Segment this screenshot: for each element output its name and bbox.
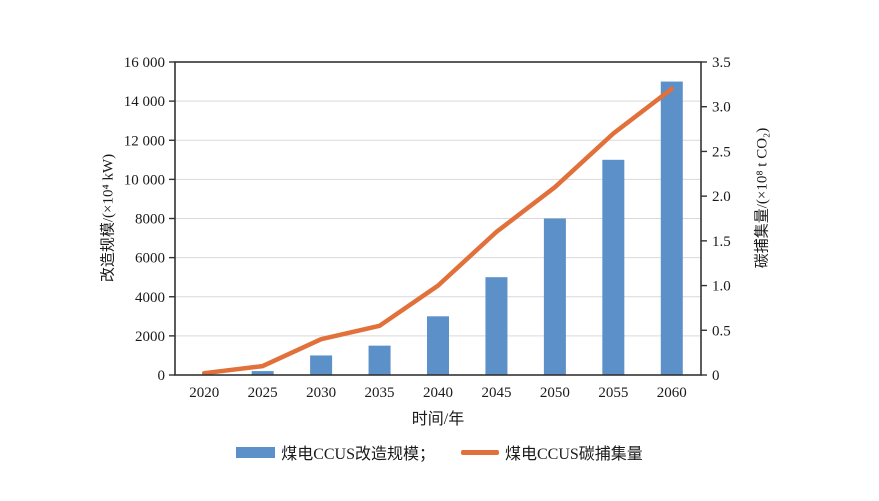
right-tick-label: 1.5: [712, 234, 731, 250]
legend-item-line: 煤电CCUS碳捕集量: [461, 440, 643, 464]
left-tick-label: 8000: [135, 212, 165, 228]
left-tick-label: 12 000: [124, 133, 165, 149]
bar-2025: [251, 371, 274, 375]
x-tick-label: 2060: [657, 385, 687, 401]
bar-series-swatch: [236, 446, 276, 458]
right-tick-label: 3.5: [712, 55, 731, 71]
right-tick-label: 0.5: [712, 323, 731, 339]
bar-2035: [368, 345, 391, 375]
legend: 煤电CCUS改造规模； 煤电CCUS碳捕集量: [0, 440, 879, 464]
line-series: [201, 86, 675, 376]
left-tick-label: 0: [158, 368, 166, 384]
x-tick-label: 2025: [248, 385, 278, 401]
right-tick-label: 1.0: [712, 279, 731, 295]
x-axis-title: 时间/年: [411, 411, 465, 428]
x-tick-label: 2045: [481, 385, 511, 401]
bar-2045: [485, 277, 508, 375]
line-series-swatch: [461, 449, 499, 455]
x-tick-label: 2030: [306, 385, 336, 401]
legend-label-line: 煤电CCUS碳捕集量: [505, 446, 643, 463]
right-tick-label: 0: [712, 368, 720, 384]
legend-item-bar: 煤电CCUS改造规模；: [236, 440, 435, 464]
left-tick-label: 16 000: [124, 55, 165, 71]
right-tick-label: 2.5: [712, 144, 731, 160]
right-tick-label: 3.0: [712, 100, 731, 116]
legend-label-bar: 煤电CCUS改造规模；: [281, 446, 435, 463]
right-tick-label: 2.0: [712, 189, 731, 205]
bar-2055: [602, 159, 625, 375]
left-tick-label: 4000: [135, 290, 165, 306]
bar-2030: [310, 355, 333, 375]
x-tick-label: 2055: [598, 385, 628, 401]
left-tick-label: 2000: [135, 329, 165, 345]
left-tick-label: 6000: [135, 251, 165, 267]
bar-2050: [543, 218, 566, 375]
bar-2040: [427, 316, 449, 375]
left-axis-title: 改造规模/(×10⁴ kW): [100, 153, 117, 283]
x-tick-label: 2050: [540, 385, 570, 401]
right-axis-title: 碳捕集量/(×10⁸ t CO₂): [754, 127, 771, 269]
x-tick-label: 2040: [423, 385, 453, 401]
left-tick-label: 14 000: [124, 94, 165, 110]
x-tick-label: 2020: [189, 385, 219, 401]
x-tick-label: 2035: [365, 385, 395, 401]
left-tick-label: 10 000: [124, 172, 165, 188]
bar-2060: [660, 81, 683, 375]
